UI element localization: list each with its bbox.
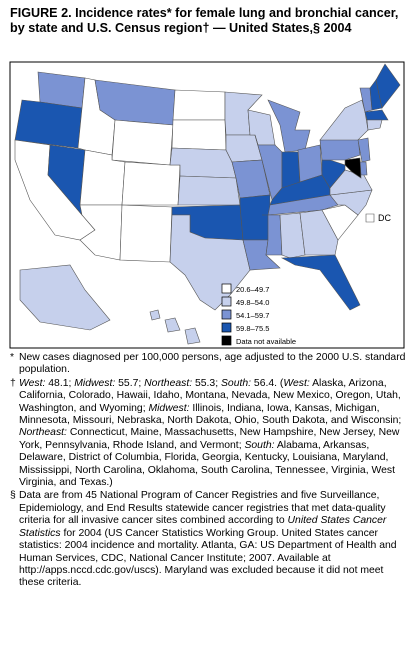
footnote-text: for 2004 (US Cancer Statistics Working G…	[19, 527, 397, 589]
legend-swatch	[221, 322, 232, 333]
footnote-text: 56.4. (	[251, 377, 284, 389]
footnote: * New cases diagnosed per 100,000 persons…	[10, 352, 406, 377]
state	[319, 137, 361, 161]
footnote-text: Data are from 45 National Program of Can…	[19, 490, 386, 527]
state	[14, 99, 83, 149]
footnote-text: Alabama, Arkansas, Delaware, District of…	[19, 439, 395, 489]
footnote: † West: 48.1; Midwest: 55.7; Northeast: 5…	[10, 378, 406, 490]
footnotes: * New cases diagnosed per 100,000 persons…	[10, 352, 406, 591]
state	[280, 254, 361, 311]
state	[357, 137, 371, 163]
footnote-text: Midwest:	[74, 377, 116, 389]
footnote-text: Illinois, Indiana, Iowa, Kansas, Michiga…	[19, 402, 402, 427]
footnote-text: West:	[19, 377, 46, 389]
footnote-text: Northeast:	[144, 377, 193, 389]
state	[171, 119, 227, 151]
legend-label: 49.8–54.0	[236, 298, 269, 307]
footnote-symbol: †	[10, 377, 16, 389]
map-frame	[9, 61, 405, 349]
dc-label: DC	[378, 213, 391, 223]
state	[267, 99, 311, 153]
footnote-text: Connecticut, Maine, Massachusetts, New H…	[19, 427, 400, 451]
footnote-symbol: §	[10, 490, 16, 502]
footnote-text: Alaska, Arizona, California, Colorado, H…	[19, 377, 401, 414]
state	[121, 161, 181, 206]
legend: 20.6–49.7 49.8–54.0 54.1–59.7 59.8–75.5 Data…	[221, 283, 296, 346]
legend-swatch	[221, 335, 232, 346]
state	[172, 89, 226, 121]
state	[164, 317, 181, 333]
state	[299, 209, 339, 256]
footnote-text: Midwest:	[148, 402, 190, 414]
legend-label: 59.8–75.5	[236, 324, 269, 333]
legend-swatch	[221, 283, 232, 294]
state	[169, 147, 237, 179]
figure-title: FIGURE 2. Incidence rates* for female lu…	[10, 6, 399, 35]
state	[111, 119, 174, 166]
state	[184, 327, 201, 345]
footnote-text: South:	[220, 377, 252, 389]
footnote-text: Northeast:	[19, 427, 67, 439]
footnote: § Data are from 45 National Program of Ca…	[10, 490, 406, 589]
state	[366, 119, 383, 131]
states	[14, 63, 401, 345]
state	[375, 63, 401, 109]
state	[344, 157, 362, 179]
footnote-text: 48.1;	[45, 377, 75, 389]
footnote-text: West:	[283, 377, 310, 389]
legend-swatch	[221, 296, 232, 307]
state	[19, 264, 111, 331]
state	[242, 239, 281, 271]
footnote-text: United States Cancer Statistics	[19, 515, 387, 539]
state	[319, 99, 369, 141]
footnote-text: South:	[244, 439, 275, 451]
state	[279, 212, 306, 259]
dc-box	[365, 213, 375, 223]
legend-label: 20.6–49.7	[236, 285, 269, 294]
state	[119, 204, 173, 263]
legend-label: Data not available	[236, 337, 296, 346]
legend-label: 54.1–59.7	[236, 311, 269, 320]
state	[239, 194, 271, 241]
footnote-symbol: *	[10, 352, 15, 363]
legend-swatch	[221, 309, 232, 320]
state	[149, 309, 161, 321]
map: DC 20.6–49.7 49.8–54.0 54.1–59.7 59.8–75.5 D…	[9, 61, 405, 349]
state	[364, 109, 389, 121]
state	[177, 175, 241, 206]
footnote-text: 55.3;	[192, 377, 221, 389]
footnote-text: New cases diagnosed per 100,000 persons,…	[19, 352, 406, 376]
footnote-text: 55.7;	[115, 377, 145, 389]
